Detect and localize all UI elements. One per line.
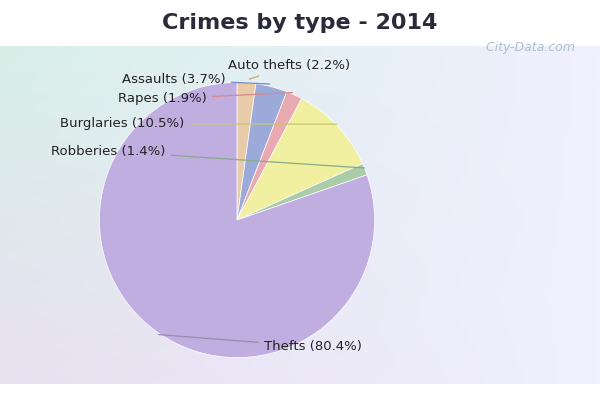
Text: Robberies (1.4%): Robberies (1.4%) <box>51 145 365 168</box>
Text: Crimes by type - 2014: Crimes by type - 2014 <box>163 13 437 33</box>
Wedge shape <box>237 92 302 220</box>
Wedge shape <box>237 82 256 220</box>
Text: Rapes (1.9%): Rapes (1.9%) <box>118 92 293 106</box>
Wedge shape <box>237 164 367 220</box>
Text: Burglaries (10.5%): Burglaries (10.5%) <box>61 117 337 130</box>
Text: City-Data.com: City-Data.com <box>482 42 574 54</box>
Text: Auto thefts (2.2%): Auto thefts (2.2%) <box>228 59 350 79</box>
Wedge shape <box>237 98 362 220</box>
Text: Assaults (3.7%): Assaults (3.7%) <box>122 73 269 86</box>
Wedge shape <box>100 82 374 358</box>
Wedge shape <box>237 84 287 220</box>
Text: Thefts (80.4%): Thefts (80.4%) <box>158 334 362 353</box>
